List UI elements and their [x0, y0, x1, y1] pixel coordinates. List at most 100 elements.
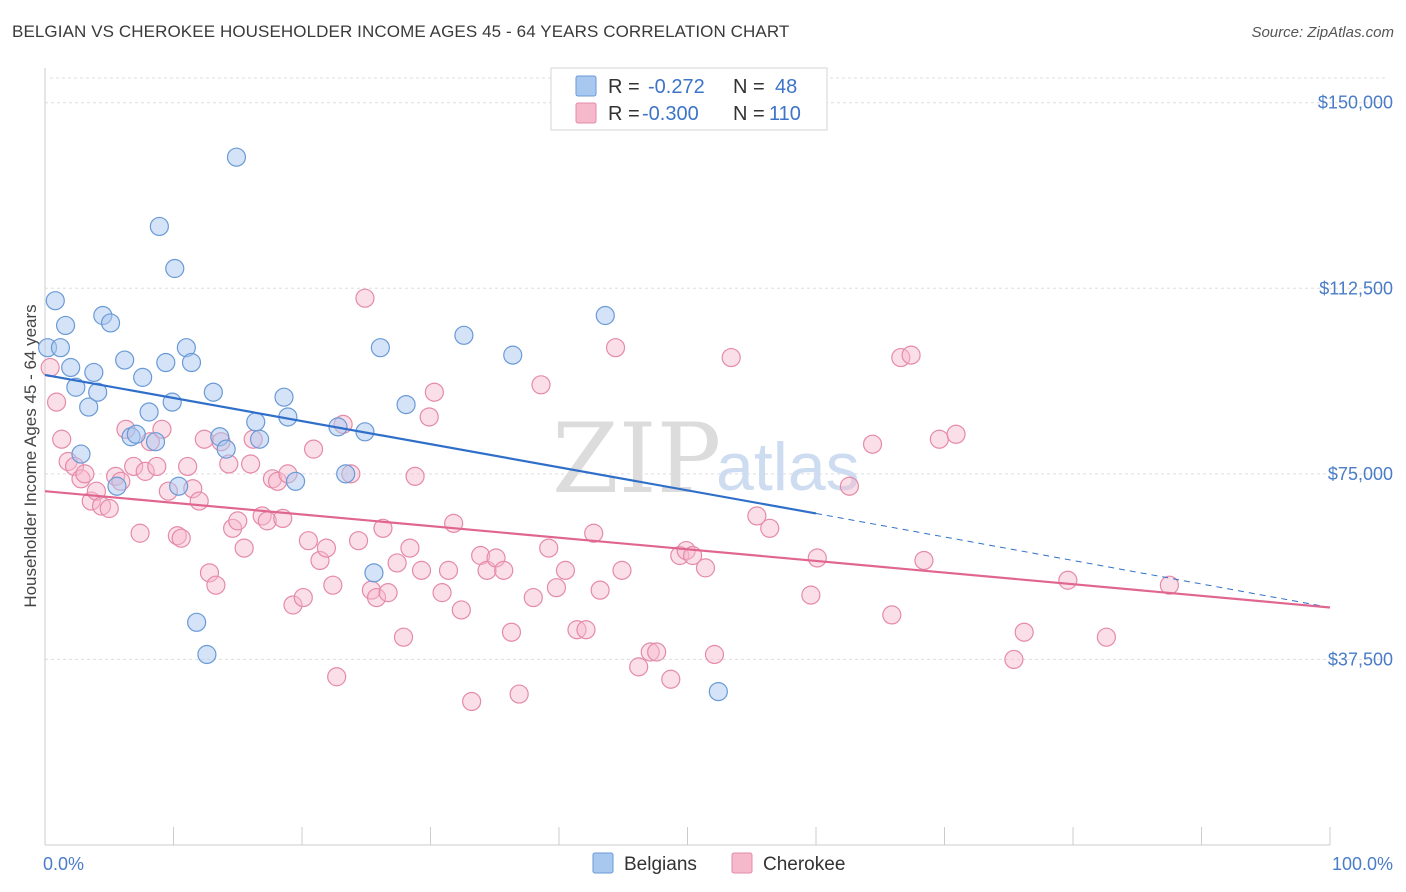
series-legend: Belgians Cherokee [592, 852, 845, 875]
cherokee-point [130, 523, 150, 543]
belgian-point [454, 325, 474, 345]
cherokee-point [523, 587, 543, 608]
cherokee-point [901, 345, 921, 365]
legend-swatch-cherokee [575, 102, 597, 124]
belgian-point [226, 147, 247, 167]
belgian-point [285, 471, 306, 491]
belgian-point [396, 394, 416, 415]
cherokee-point [298, 531, 319, 551]
cherokee-point [760, 518, 780, 538]
cherokee-point [605, 338, 626, 358]
y-tick-label-0: $37,500 [1328, 649, 1393, 669]
cherokee-point [882, 605, 902, 625]
cherokee-point [283, 595, 303, 615]
cherokee-point [590, 580, 610, 600]
belgian-point [246, 412, 266, 432]
cherokee-point [405, 466, 425, 486]
cherokee-point [400, 538, 420, 558]
belgian-point [61, 357, 81, 378]
x-tick-labels: 0.0% 100.0% [43, 854, 1393, 874]
legend-n-value-belgians: 48 [775, 76, 797, 98]
belgian-point [165, 258, 185, 279]
belgian-point [595, 305, 615, 326]
belgian-point [156, 352, 176, 373]
trend-lines [44, 373, 1331, 609]
cherokee-point [387, 553, 407, 573]
cherokee-point [228, 511, 248, 531]
cherokee-point [1096, 627, 1117, 647]
y-tick-label-1: $75,000 [1328, 464, 1393, 484]
belgian-point [203, 382, 223, 402]
series-legend-label-belgians: Belgians [624, 854, 697, 875]
belgian-point [249, 429, 270, 449]
belgian-point [126, 424, 146, 444]
belgian-point [274, 387, 294, 407]
cherokee-point [695, 558, 716, 578]
cherokee-point [509, 684, 529, 704]
series-legend-swatch-cherokee [731, 852, 753, 874]
belgian-point [107, 476, 127, 496]
belgian-point [708, 681, 728, 702]
cherokee-point [46, 392, 67, 412]
cherokee-point [40, 357, 60, 378]
belgian-point [84, 362, 104, 383]
cherokee-point [52, 429, 72, 449]
axes [44, 68, 1331, 846]
legend-n-label-belgians: N = [733, 76, 765, 98]
cherokee-point [946, 424, 966, 444]
cherokee-point [501, 622, 522, 642]
belgian-point [55, 315, 76, 336]
cherokee-point [327, 667, 347, 687]
cherokee-point [807, 548, 827, 568]
legend-swatch-belgians [575, 75, 597, 97]
stats-legend: R = -0.272 N = 48 R = -0.300 N = 110 [550, 67, 828, 131]
cherokee-point [661, 669, 681, 689]
cherokee-point [75, 464, 95, 484]
cherokee-point [432, 583, 452, 603]
belgian-point [45, 291, 65, 311]
cherokee-point [147, 456, 167, 477]
cherokee-point [555, 560, 576, 580]
cherokee-point [747, 506, 767, 526]
cherokee-point [914, 550, 934, 571]
chart-title: BELGIAN VS CHEROKEE HOUSEHOLDER INCOME A… [12, 22, 790, 41]
cherokee-point [629, 657, 649, 677]
watermark-zip: ZIP [552, 403, 721, 515]
belgian-point [66, 377, 86, 397]
cherokee-point [462, 691, 482, 712]
legend-n-label-cherokee: N = [733, 103, 765, 125]
cherokee-point [178, 456, 198, 477]
belgian-point [71, 444, 91, 464]
watermark: ZIP atlas [552, 403, 860, 515]
cherokee-point [647, 642, 667, 662]
cherokee-point [135, 461, 155, 481]
legend-n-value-cherokee: 110 [769, 103, 801, 125]
cherokee-point [576, 620, 596, 640]
belgian-point [181, 352, 202, 373]
legend-r-label-belgians: R = [608, 76, 640, 98]
cherokee-point [539, 538, 559, 558]
legend-r-label-cherokee: R = [608, 103, 640, 125]
belgian-point [100, 313, 121, 333]
belgian-point [216, 439, 236, 459]
cherokee-point [234, 538, 254, 558]
legend-r-value-belgians: -0.272 [648, 76, 705, 98]
cherokee-point [262, 469, 283, 489]
cherokee-point [862, 434, 883, 454]
x-tick-label-1: 100.0% [1332, 854, 1393, 874]
cherokee-point [546, 578, 567, 598]
cherokee-point [419, 407, 439, 427]
belgian-point [370, 338, 390, 358]
legend-box [550, 67, 828, 131]
cherokee-point [411, 560, 432, 580]
belgians-trend-line [44, 373, 817, 515]
cherokee-point [293, 587, 313, 608]
cherokee-point [451, 600, 471, 620]
cherokee-points [40, 288, 1179, 712]
cherokee-point [373, 518, 393, 538]
cherokee-point [348, 531, 369, 551]
cherokee-point [640, 642, 660, 662]
cherokee-point [124, 456, 144, 477]
cherokee-point [171, 528, 191, 548]
